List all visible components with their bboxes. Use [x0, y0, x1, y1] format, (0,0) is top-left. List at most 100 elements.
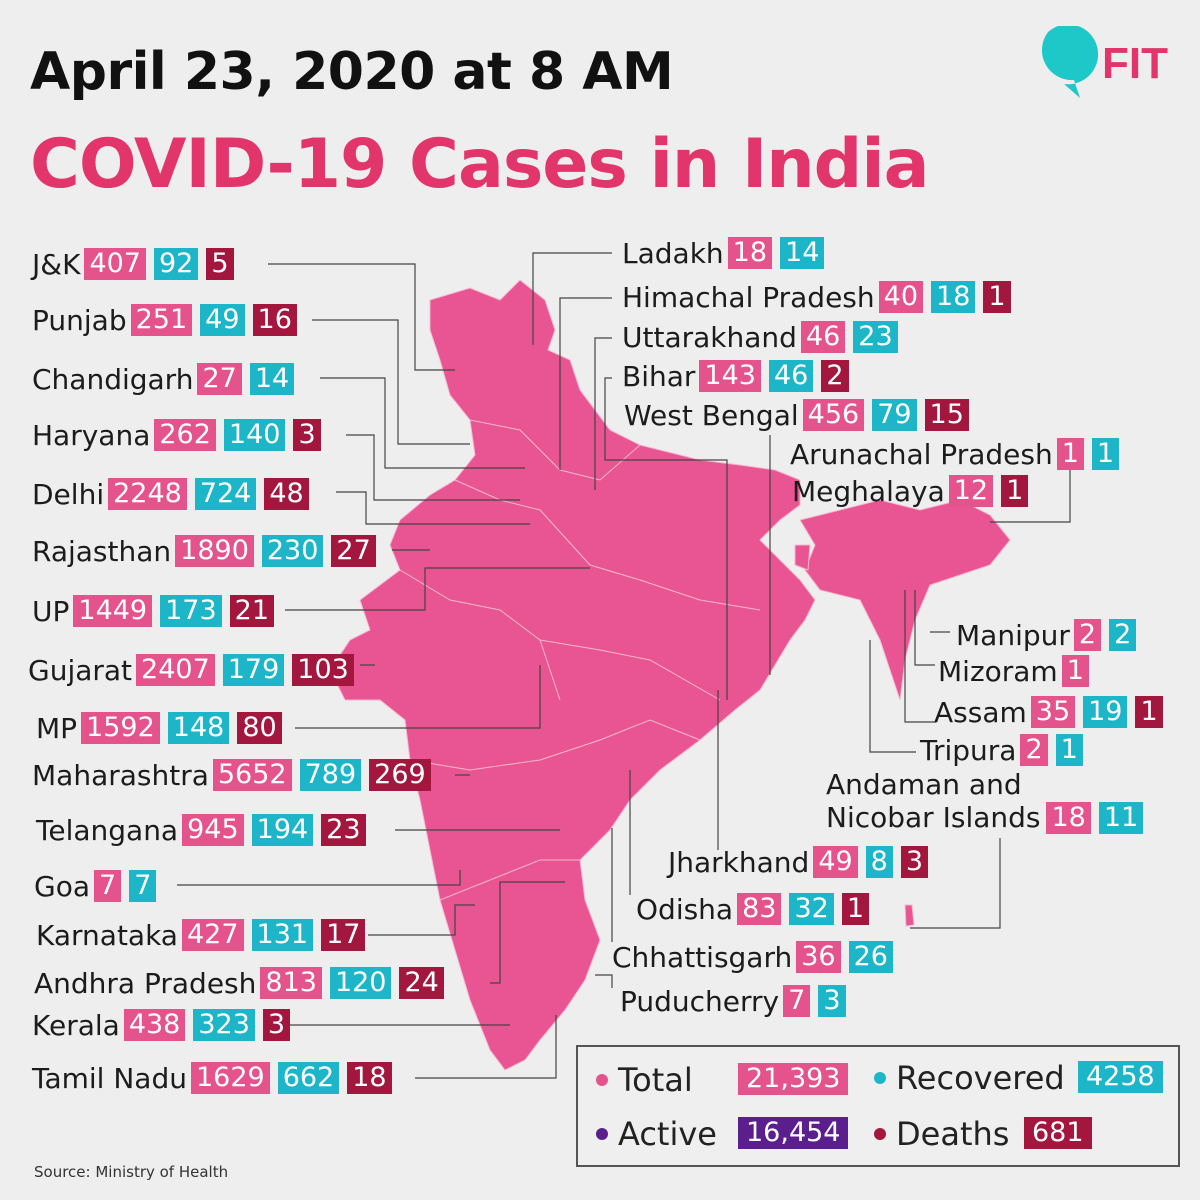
legend-total-label: Total	[618, 1061, 693, 1099]
state-name: Maharashtra	[32, 758, 209, 792]
deaths-badge: 3	[262, 1009, 291, 1041]
state-name: Gujarat	[28, 653, 133, 687]
total-badge: 2248	[108, 478, 187, 510]
total-badge: 1	[1061, 655, 1089, 687]
total-badge: 407	[84, 248, 146, 280]
deaths-badge: 5	[206, 248, 234, 280]
total-badge: 2407	[136, 654, 215, 686]
deaths-badge: 16	[252, 304, 297, 336]
state-name: Uttarakhand	[622, 320, 797, 354]
state-row-chandigarh: Chandigarh 27 14	[32, 362, 302, 396]
state-name: Kerala	[32, 1008, 120, 1042]
state-row-meghalaya: Meghalaya 12 1	[792, 474, 1036, 508]
recovered-badge: 32	[789, 893, 834, 925]
recovered-badge: 18	[931, 281, 976, 313]
recovered-badge: 19	[1083, 696, 1128, 728]
recovered-badge: 173	[160, 595, 222, 627]
recovered-badge: 131	[251, 919, 314, 951]
recovered-badge: 1	[1055, 734, 1083, 766]
deaths-badge: 1	[841, 893, 869, 925]
deaths-badge: 27	[331, 535, 376, 567]
total-badge: 18	[1046, 801, 1091, 834]
total-badge: 7	[783, 985, 811, 1017]
legend-recovered: Recovered	[874, 1059, 1065, 1097]
recovered-badge: 8	[865, 846, 893, 878]
state-name: Ladakh	[622, 236, 724, 270]
legend-deaths: Deaths	[874, 1115, 1009, 1153]
recovered-badge: 140	[223, 419, 286, 451]
recovered-badge: 148	[167, 712, 230, 744]
recovered-badge: 194	[251, 814, 314, 846]
deaths-dot-icon	[874, 1128, 886, 1140]
state-name: Arunachal Pradesh	[790, 437, 1053, 471]
recovered-badge: 2	[1109, 619, 1137, 651]
state-row-karnataka: Karnataka 427 131 17	[36, 918, 373, 952]
state-row-telangana: Telangana 945 194 23	[36, 813, 374, 847]
recovered-badge: 3	[818, 985, 846, 1017]
state-name: Bihar	[622, 359, 696, 393]
recovered-badge: 179	[222, 654, 285, 686]
state-row-manipur: Manipur 2 2	[956, 618, 1144, 652]
state-row-kerala: Kerala 438 323 3	[32, 1008, 298, 1042]
recovered-badge: 11	[1098, 801, 1144, 834]
legend-deaths-value: 681	[1024, 1117, 1092, 1149]
state-name: Mizoram	[938, 654, 1058, 688]
recovered-badge: 230	[261, 535, 324, 567]
total-badge: 7	[94, 870, 122, 902]
deaths-badge: 18	[347, 1062, 392, 1094]
active-dot-icon	[596, 1128, 608, 1140]
state-name: Meghalaya	[792, 474, 945, 508]
state-row-up: UP 1449 173 21	[32, 594, 282, 628]
total-badge: 143	[699, 360, 761, 392]
state-name: Assam	[934, 695, 1027, 729]
total-badge: 456	[802, 399, 865, 431]
total-badge: 40	[878, 281, 924, 313]
recovered-badge: 662	[277, 1062, 340, 1094]
total-badge: 438	[123, 1009, 186, 1041]
legend-active-label: Active	[618, 1115, 717, 1153]
state-row-arunachal-pradesh: Arunachal Pradesh 1 1	[790, 437, 1127, 471]
recovered-badge: 79	[872, 399, 917, 431]
recovered-badge: 7	[129, 870, 157, 902]
recovered-badge: 23	[853, 321, 898, 353]
state-row-himachal-pradesh: Himachal Pradesh 40 18 1	[622, 280, 1019, 314]
recovered-dot-icon	[874, 1072, 886, 1084]
state-name: Karnataka	[36, 918, 178, 952]
leader-lines	[177, 252, 1071, 1079]
deaths-badge: 15	[924, 399, 969, 431]
legend-active-value: 16,454	[738, 1117, 849, 1149]
deaths-badge: 1	[1135, 696, 1163, 728]
total-badge: 251	[130, 304, 193, 336]
state-row-jk: J&K 407 92 5	[32, 247, 242, 281]
legend-recovered-label: Recovered	[896, 1059, 1065, 1097]
legend-deaths-label: Deaths	[896, 1115, 1010, 1153]
legend-total: Total	[596, 1061, 693, 1099]
state-row-jharkhand: Jharkhand 49 8 3	[668, 845, 936, 879]
state-name: Punjab	[32, 303, 127, 337]
total-badge: 46	[800, 321, 846, 353]
state-name: Telangana	[36, 813, 179, 847]
state-row-haryana: Haryana 262 140 3	[32, 418, 329, 452]
logo-text: FIT	[1102, 39, 1168, 88]
recovered-badge: 14	[249, 363, 295, 395]
recovered-badge: 1	[1091, 438, 1120, 470]
state-row-west-bengal: West Bengal 456 79 15	[624, 398, 977, 432]
state-name: UP	[32, 594, 70, 628]
total-badge: 5652	[212, 759, 292, 791]
total-badge: 1449	[73, 595, 153, 627]
total-badge: 813	[260, 967, 322, 999]
legend-active: Active	[596, 1115, 717, 1153]
state-row-tripura: Tripura 2 1	[920, 733, 1091, 767]
state-name: Chandigarh	[32, 362, 194, 396]
deaths-badge: 1	[1001, 475, 1029, 507]
deaths-badge: 3	[293, 419, 321, 451]
deaths-badge: 2	[821, 360, 849, 392]
state-row-andhra-pradesh: Andhra Pradesh 813 120 24	[34, 966, 452, 1000]
deaths-badge: 80	[237, 712, 282, 744]
deaths-badge: 3	[900, 846, 929, 878]
recovered-badge: 46	[768, 360, 814, 392]
deaths-badge: 21	[229, 595, 275, 627]
total-badge: 49	[813, 846, 858, 878]
deaths-badge: 23	[321, 814, 366, 846]
state-row-gujarat: Gujarat 2407 179 103	[28, 653, 362, 687]
